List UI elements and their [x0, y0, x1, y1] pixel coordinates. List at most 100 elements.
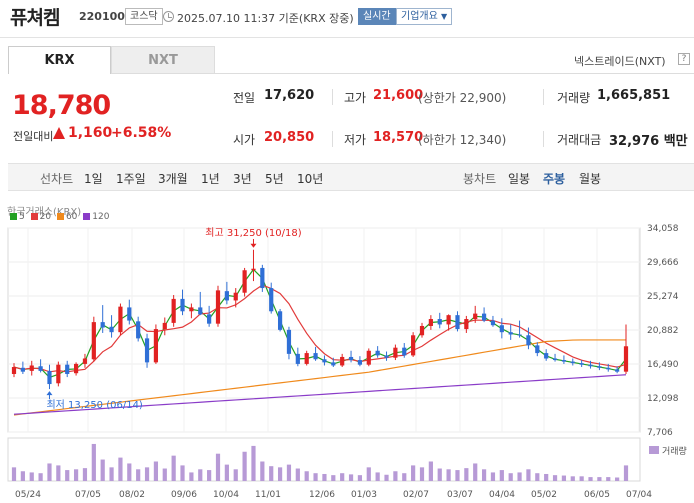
stock-name: 퓨쳐켐 [10, 7, 60, 29]
candle-daily[interactable]: 일봉 [508, 172, 531, 186]
candle-body [384, 355, 389, 358]
volume-bar [331, 475, 336, 481]
candle-body [47, 370, 52, 385]
x-tick-label: 08/02 [119, 490, 145, 500]
high-label: 고가 [344, 91, 367, 105]
prev-close-label: 전일 [233, 91, 256, 105]
period-3m[interactable]: 3개월 [158, 172, 188, 186]
amount-label: 거래대금 [557, 133, 602, 147]
x-tick-label: 10/04 [213, 490, 239, 500]
candle-body [393, 347, 398, 358]
realtime-badge: 실시간 [358, 8, 396, 25]
candle-weekly[interactable]: 주봉 [543, 172, 566, 186]
legend-ma5: 5 [19, 212, 25, 222]
ma120-line [13, 374, 627, 415]
volume-bar [189, 472, 194, 481]
x-tick-label: 06/05 [584, 490, 610, 500]
volume-bar [162, 468, 167, 481]
volume-bar [73, 469, 79, 481]
candle-body [313, 353, 318, 360]
low-value: 18,570 [373, 130, 424, 145]
candle-body [579, 363, 584, 365]
legend-swatch [10, 213, 17, 220]
tab-krx[interactable]: KRX [8, 46, 111, 74]
volume-bar [56, 465, 61, 481]
high-value: 21,600 [373, 88, 424, 103]
period-1y[interactable]: 1년 [201, 172, 220, 186]
volume-bar [136, 469, 141, 481]
candle-body [162, 322, 167, 330]
volume-bar [82, 468, 88, 481]
x-tick-label: 02/07 [403, 490, 429, 500]
volume-bar [118, 457, 123, 481]
x-tick-label: 11/01 [255, 490, 281, 500]
candle-body [428, 319, 433, 326]
tab-nxt[interactable]: NXT [111, 46, 215, 74]
candle-chart-label: 봉차트 [463, 172, 497, 186]
legend-ma120: 120 [92, 212, 110, 222]
volume-bar [464, 468, 469, 481]
candle-monthly[interactable]: 월봉 [579, 172, 602, 186]
candle-body [490, 320, 496, 326]
volume-bar [65, 470, 70, 481]
chart-source: 한국거래소(KRX) [7, 207, 82, 218]
volume-bar [38, 473, 43, 481]
candle-body [224, 291, 229, 301]
candle-body [535, 345, 540, 354]
candle-body [357, 360, 363, 365]
candle-body [402, 347, 407, 356]
candle-body [153, 329, 159, 363]
volume-bar [526, 469, 531, 481]
volume-bar [428, 461, 433, 481]
x-tick-label: 07/05 [75, 490, 101, 500]
volume-legend-swatch [649, 446, 659, 454]
header-divider [0, 37, 694, 38]
candle-body [588, 364, 593, 367]
volume-bar [11, 467, 17, 481]
candle-body [82, 358, 88, 364]
candle-body [29, 365, 34, 371]
prev-close-value: 17,620 [264, 88, 315, 103]
candle-body [446, 315, 451, 325]
volume-bar [171, 455, 176, 481]
volume-bar [375, 472, 380, 481]
candle-body [56, 364, 61, 384]
candle-body [109, 326, 114, 333]
volume-bar [313, 473, 318, 481]
candle-body [242, 270, 247, 293]
volume-bar [109, 467, 114, 481]
company-overview-button[interactable]: 기업개요 ▼ [396, 8, 453, 25]
volume-legend-label: 거래량 [662, 445, 687, 457]
candle-body [207, 314, 212, 324]
y-tick-label: 7,706 [647, 428, 673, 438]
volume-bar [144, 467, 150, 481]
candle-body [100, 322, 105, 328]
x-tick-label: 04/04 [489, 490, 515, 500]
period-10y[interactable]: 10년 [297, 172, 324, 186]
period-3y[interactable]: 3년 [233, 172, 252, 186]
ma5-line [13, 268, 627, 379]
volume-bar [180, 465, 185, 481]
volume-bar [277, 467, 283, 481]
period-1w[interactable]: 1주일 [116, 172, 146, 186]
period-1d[interactable]: 1일 [84, 172, 103, 186]
volume-bar [544, 473, 549, 481]
volume-bar [100, 459, 105, 481]
candle-body [464, 319, 469, 330]
candle-body [455, 315, 460, 330]
price-change: 1,160 [68, 125, 113, 141]
divider [332, 89, 333, 105]
divider [332, 131, 333, 147]
help-icon[interactable]: ? [678, 53, 690, 65]
candle-body [606, 367, 611, 370]
candle-body [260, 267, 265, 289]
x-tick-label: 03/07 [447, 490, 473, 500]
period-5y[interactable]: 5년 [265, 172, 284, 186]
y-tick-label: 34,058 [647, 224, 679, 234]
volume-bar [348, 474, 354, 481]
candle-body [597, 366, 602, 368]
candle-body [11, 367, 17, 374]
volume-bar [402, 473, 407, 481]
y-tick-label: 16,490 [647, 360, 679, 370]
